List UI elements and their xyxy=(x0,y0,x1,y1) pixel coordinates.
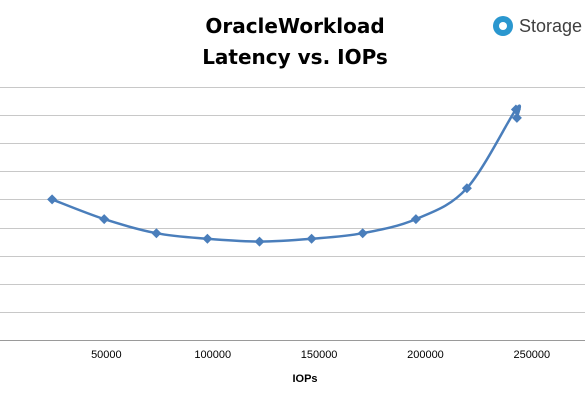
storage-logo: Storage xyxy=(493,14,582,38)
data-point-marker xyxy=(357,228,368,239)
series-line xyxy=(51,104,522,243)
data-point-marker xyxy=(151,228,162,239)
chart-subtitle: Latency vs. IOPs xyxy=(202,45,388,69)
gridlines xyxy=(0,87,585,341)
data-point-marker xyxy=(99,214,110,225)
storage-logo-icon xyxy=(493,16,513,36)
x-tick-label: 200000 xyxy=(407,349,444,361)
x-axis-label: IOPs xyxy=(292,373,317,385)
data-point-marker xyxy=(202,233,213,244)
x-tick-label: 100000 xyxy=(194,349,231,361)
data-point-marker xyxy=(306,233,317,244)
data-point-marker xyxy=(510,104,521,115)
logo-text: Storage xyxy=(519,15,583,36)
data-point-marker xyxy=(511,112,522,123)
chart-title: OracleWorkload xyxy=(205,14,385,38)
data-point-marker xyxy=(47,194,58,205)
series-layer xyxy=(47,104,522,247)
data-point-marker xyxy=(410,214,421,225)
data-point-marker xyxy=(254,236,265,247)
x-tick-label: 50000 xyxy=(91,349,122,361)
x-tick-label: 150000 xyxy=(301,349,338,361)
x-tick-label: 250000 xyxy=(513,349,550,361)
data-point-marker xyxy=(461,183,472,194)
x-tick-labels: 50000 100000 150000 200000 250000 xyxy=(91,349,550,361)
